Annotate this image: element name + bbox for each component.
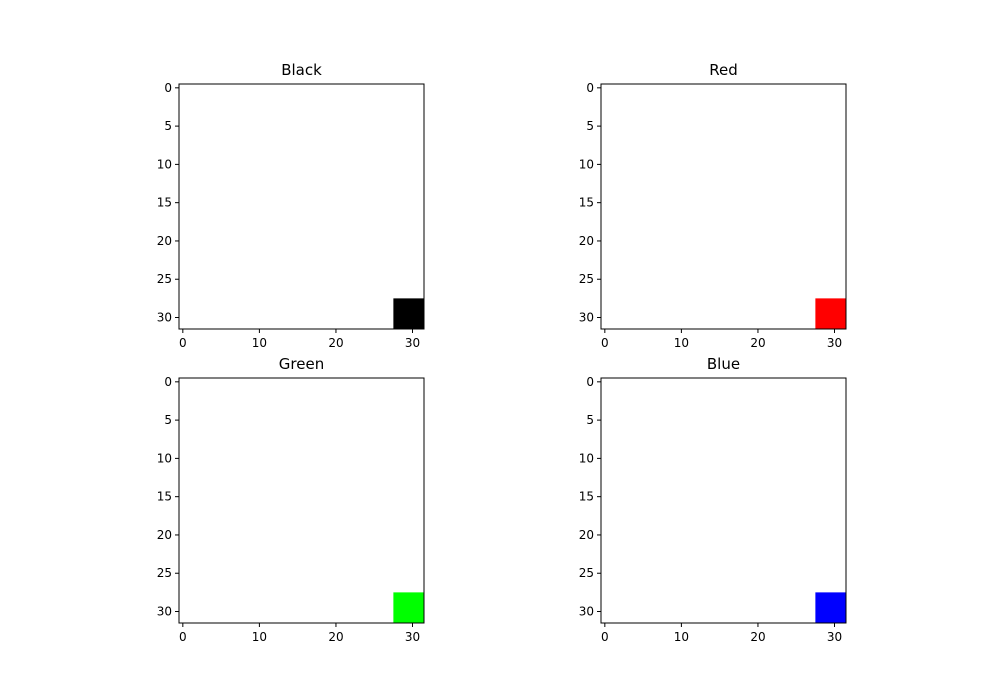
- subplot-red: Red 0 10 20 30 0 5 10 15 20 25 30: [579, 61, 847, 350]
- x-tick-label: 0: [601, 630, 609, 644]
- x-tick-label: 10: [674, 336, 689, 350]
- x-tick-label: 30: [405, 336, 420, 350]
- y-tick-label: 15: [157, 196, 172, 210]
- x-tick-label: 30: [827, 630, 842, 644]
- y-tick-label: 25: [579, 272, 594, 286]
- image-background: [601, 84, 846, 329]
- x-tick-label: 10: [252, 630, 267, 644]
- y-tick-label: 0: [164, 375, 172, 389]
- x-tick-label: 30: [405, 630, 420, 644]
- y-tick-label: 30: [157, 311, 172, 325]
- y-tick-label: 10: [579, 451, 594, 465]
- subplot-black: Black 0 10 20 30 0 5 10 15 20 25 30: [157, 61, 425, 350]
- x-tick-label: 10: [252, 336, 267, 350]
- y-tick-label: 15: [579, 196, 594, 210]
- y-tick-label: 10: [157, 157, 172, 171]
- x-tick-label: 0: [601, 336, 609, 350]
- y-tick-label: 20: [579, 528, 594, 542]
- x-tick-label: 30: [827, 336, 842, 350]
- y-tick-label: 5: [164, 119, 172, 133]
- subplot-title: Red: [709, 61, 738, 79]
- y-tick-label: 10: [157, 451, 172, 465]
- subplot-title: Green: [279, 355, 324, 373]
- color-block: [393, 298, 424, 329]
- y-tick-label: 30: [579, 605, 594, 619]
- y-tick-label: 10: [579, 157, 594, 171]
- y-tick-label: 30: [579, 311, 594, 325]
- subplot-green: Green 0 10 20 30 0 5 10 15 20 25 30: [157, 355, 425, 644]
- y-tick-label: 25: [579, 566, 594, 580]
- y-tick-label: 5: [164, 413, 172, 427]
- y-tick-label: 20: [157, 234, 172, 248]
- y-tick-label: 20: [157, 528, 172, 542]
- y-tick-label: 0: [586, 81, 594, 95]
- y-tick-label: 5: [586, 119, 594, 133]
- subplot-title: Blue: [707, 355, 740, 373]
- image-background: [179, 84, 424, 329]
- y-tick-label: 25: [157, 272, 172, 286]
- y-tick-label: 0: [586, 375, 594, 389]
- y-tick-label: 30: [157, 605, 172, 619]
- axes-frame: [600, 83, 847, 330]
- image-background: [601, 378, 846, 623]
- x-tick-label: 20: [750, 630, 765, 644]
- image-background: [179, 378, 424, 623]
- color-block: [815, 592, 846, 623]
- x-tick-label: 0: [179, 630, 187, 644]
- x-tick-label: 20: [750, 336, 765, 350]
- y-tick-label: 5: [586, 413, 594, 427]
- x-tick-label: 20: [328, 630, 343, 644]
- y-tick-label: 20: [579, 234, 594, 248]
- subplot-title: Black: [281, 61, 322, 79]
- y-tick-label: 0: [164, 81, 172, 95]
- x-tick-label: 10: [674, 630, 689, 644]
- y-tick-label: 15: [579, 490, 594, 504]
- x-tick-label: 0: [179, 336, 187, 350]
- y-tick-label: 15: [157, 490, 172, 504]
- color-block: [815, 298, 846, 329]
- color-block: [393, 592, 424, 623]
- axes-frame: [600, 377, 847, 624]
- x-tick-label: 20: [328, 336, 343, 350]
- subplot-blue: Blue 0 10 20 30 0 5 10 15 20 25 30: [579, 355, 847, 644]
- axes-frame: [178, 83, 425, 330]
- y-tick-label: 25: [157, 566, 172, 580]
- axes-frame: [178, 377, 425, 624]
